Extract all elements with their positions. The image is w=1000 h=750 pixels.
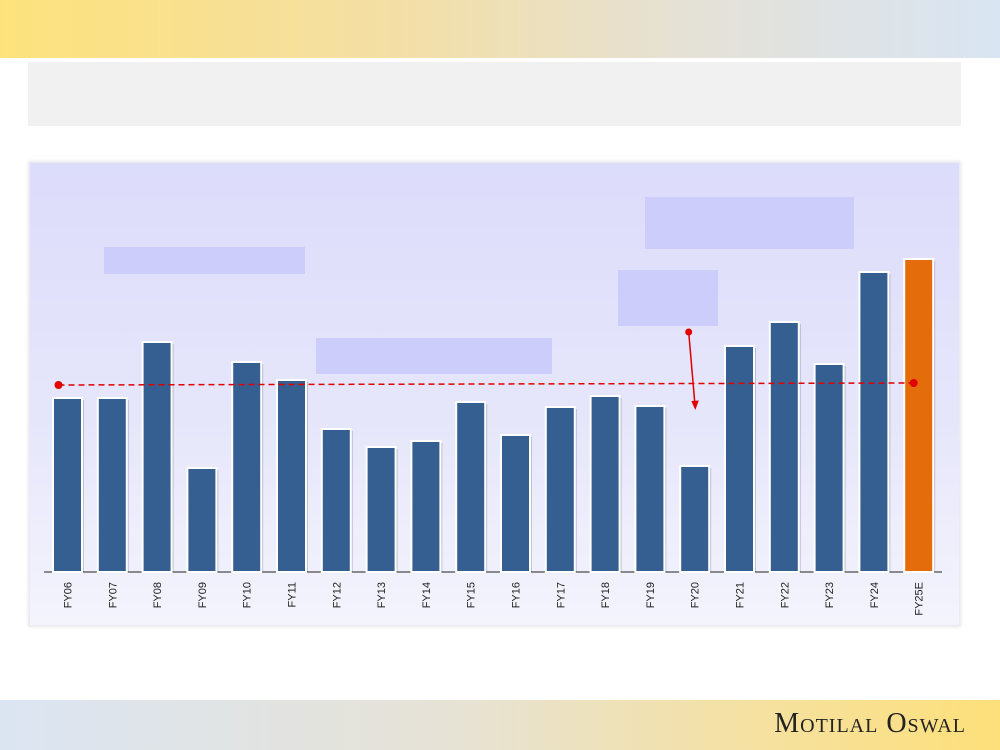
reference-line-group	[54, 379, 918, 389]
x-tick-label: FY09	[197, 582, 209, 608]
x-tick-label: FY10	[242, 582, 254, 608]
bar-fy23	[813, 363, 845, 573]
x-tick-label: FY12	[331, 582, 343, 608]
x-tick-label: FY06	[63, 582, 75, 608]
bar-fy09	[186, 467, 218, 573]
reference-line	[58, 382, 914, 386]
x-tick-label: FY22	[779, 582, 791, 608]
x-tick-label: FY14	[421, 582, 433, 608]
reference-line-end-marker	[909, 379, 918, 387]
x-tick-label: FY07	[107, 582, 119, 608]
x-tick-labels-group: FY06 FY07 FY08 FY09 FY10 FY11 FY12 FY13 FY14 FY15…	[63, 582, 926, 616]
bar-fy06	[52, 397, 83, 573]
x-tick-label: FY24	[869, 582, 881, 608]
bar-fy10	[231, 361, 263, 573]
bar-fy14	[410, 440, 442, 573]
x-tick-label: FY15	[466, 582, 478, 608]
x-tick-label: FY23	[824, 582, 836, 608]
x-tick-label: FY08	[152, 582, 164, 608]
bar-fy07	[96, 397, 128, 573]
x-tick-label: FY19	[645, 582, 657, 608]
x-tick-label: FY20	[690, 582, 702, 608]
top-header-band	[0, 0, 1000, 58]
x-tick-label: FY16	[511, 582, 523, 608]
bar-fy17	[544, 406, 576, 573]
arrow-head	[691, 400, 699, 410]
slide-title-box	[28, 62, 961, 126]
x-tick-label: FY17	[555, 582, 567, 608]
bar-fy25e	[903, 258, 935, 573]
bar-fy20	[679, 465, 711, 573]
bar-fy18	[589, 395, 621, 573]
callout-box-middle	[316, 338, 552, 374]
x-tick-label: FY13	[376, 582, 388, 608]
callout-box-fy20	[618, 270, 718, 326]
bar-fy12	[320, 428, 352, 573]
callout-box-top-right	[645, 197, 854, 249]
x-tick-label: FY25E	[914, 582, 926, 616]
arrow-line	[687, 331, 696, 403]
reference-line-start-marker	[54, 381, 63, 389]
bars-group	[52, 258, 936, 573]
bar-fy21	[724, 345, 755, 573]
bar-fy13	[365, 446, 397, 573]
callout-box-left	[104, 247, 305, 274]
x-tick-label: FY11	[287, 582, 299, 607]
x-tick-label: FY18	[600, 582, 612, 608]
bar-fy15	[455, 401, 487, 573]
bar-fy08	[141, 341, 173, 573]
bar-fy22	[768, 321, 800, 573]
bar-fy24	[858, 271, 890, 573]
bar-fy11	[276, 379, 307, 573]
brand-logo-text: Motilal Oswal	[774, 708, 966, 739]
bar-fy16	[500, 434, 531, 573]
footer-band	[0, 700, 1000, 750]
x-tick-label: FY21	[735, 582, 747, 608]
bar-fy19	[634, 405, 666, 573]
annotation-arrow-group	[685, 328, 699, 410]
